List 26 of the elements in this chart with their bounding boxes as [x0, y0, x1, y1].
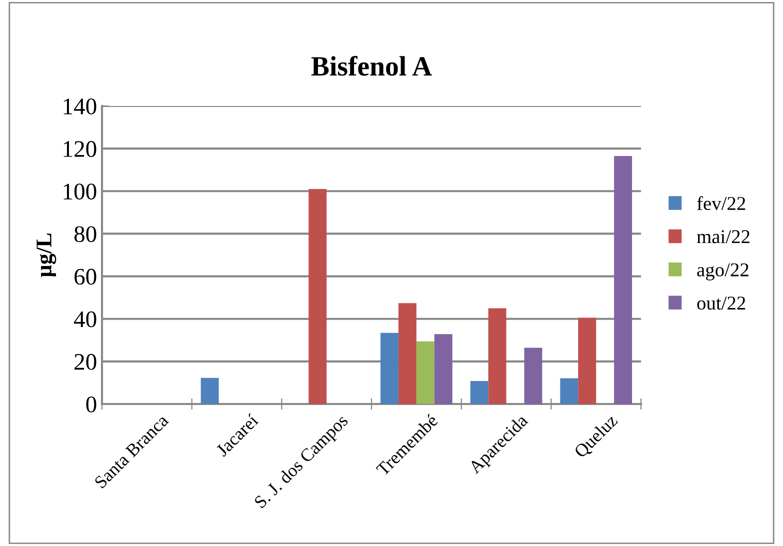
bar: [470, 381, 488, 404]
y-tick-label: 100: [64, 184, 96, 200]
legend-label: mai/22: [696, 230, 750, 244]
y-tick-label: 40: [74, 311, 96, 328]
y-tick-label: 140: [64, 98, 96, 114]
bar: [614, 156, 632, 404]
bar: [416, 341, 434, 404]
bar: [380, 332, 398, 404]
bar: [434, 334, 452, 404]
bar: [398, 303, 416, 404]
legend-label: out/22: [697, 296, 746, 310]
y-tick-label: 120: [64, 141, 96, 157]
legend-label: ago/22: [697, 263, 748, 280]
y-tick-label: 0: [86, 396, 96, 412]
chart-title: Bisfenol A: [311, 56, 432, 76]
bar: [578, 318, 596, 404]
legend-label: fev/22: [697, 196, 746, 210]
bar: [308, 189, 327, 404]
bar: [524, 348, 542, 404]
y-tick-label: 60: [74, 268, 96, 285]
y-tick-label: 80: [74, 226, 96, 242]
bar: [560, 378, 578, 404]
y-axis-title: µg/L: [36, 233, 56, 278]
bar: [200, 378, 219, 404]
y-tick-label: 20: [74, 354, 96, 370]
bar: [488, 308, 506, 404]
